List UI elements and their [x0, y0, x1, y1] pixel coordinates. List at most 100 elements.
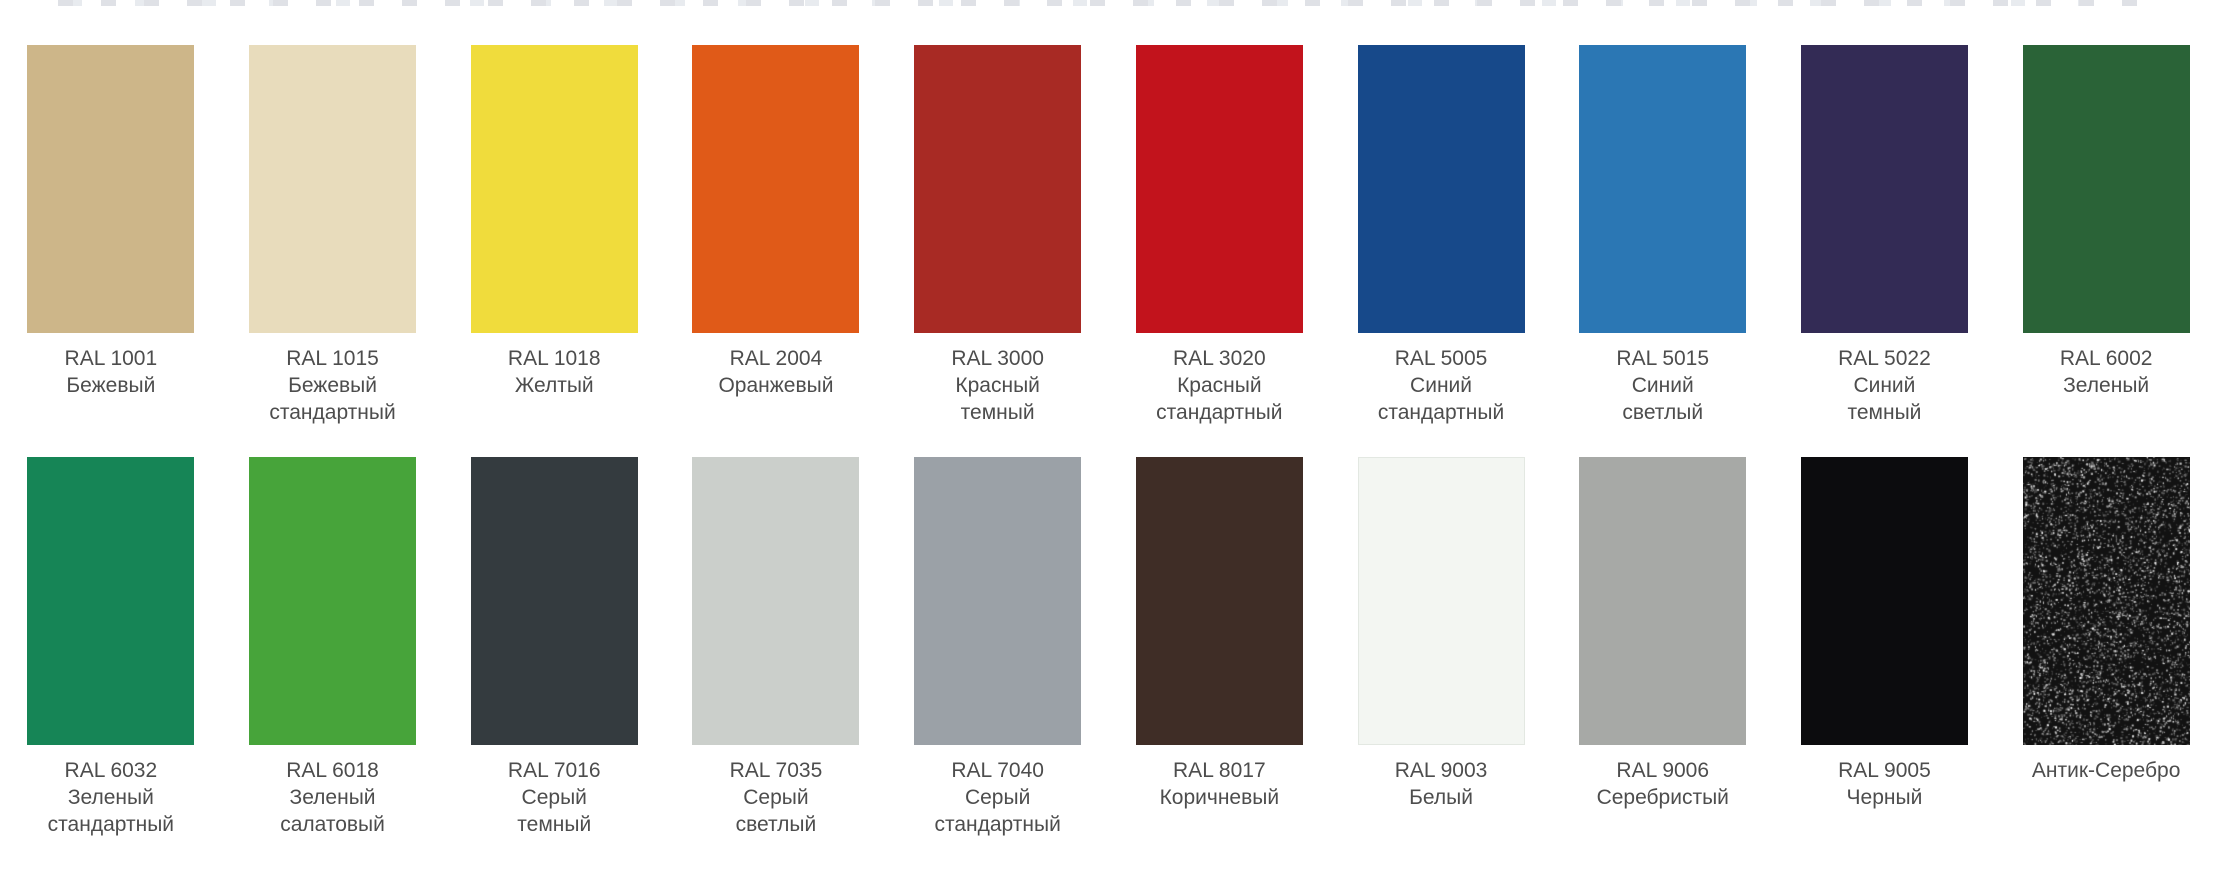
swatch-code: RAL 9003: [1395, 757, 1488, 784]
swatch-name: Бежевый: [66, 372, 155, 399]
swatch-code: RAL 3020: [1156, 345, 1282, 372]
swatch-label: RAL 7035 Серый светлый: [730, 757, 823, 869]
swatch-cell: RAL 9005 Черный: [1774, 457, 1996, 869]
swatch-code: RAL 3000: [951, 345, 1044, 372]
swatch-name: Белый: [1409, 784, 1473, 811]
color-swatch-antik-serebro[interactable]: [2023, 457, 2190, 745]
swatch-label: Антик-Серебро: [2032, 757, 2181, 869]
color-swatch-ral-9003[interactable]: [1358, 457, 1525, 745]
swatch-name: Серый светлый: [736, 784, 817, 838]
swatch-label: RAL 9005 Черный: [1838, 757, 1931, 869]
swatch-cell: RAL 5005 Синий стандартный: [1330, 45, 1552, 457]
swatch-label: RAL 7040 Серый стандартный: [934, 757, 1060, 869]
swatch-cell: RAL 3000 Красный темный: [887, 45, 1109, 457]
swatch-label: RAL 5015 Синий светлый: [1616, 345, 1709, 457]
swatch-cell: RAL 8017 Коричневый: [1108, 457, 1330, 869]
swatch-label: RAL 7016 Серый темный: [508, 757, 601, 869]
swatch-label: RAL 9003 Белый: [1395, 757, 1488, 869]
swatch-code: RAL 1015: [269, 345, 395, 372]
swatch-code: RAL 6018: [280, 757, 385, 784]
color-swatch-ral-3020[interactable]: [1136, 45, 1303, 333]
swatch-code: RAL 9005: [1838, 757, 1931, 784]
color-swatch-ral-8017[interactable]: [1136, 457, 1303, 745]
swatch-cell: RAL 6032 Зеленый стандартный: [0, 457, 222, 869]
swatch-label: RAL 1001 Бежевый: [65, 345, 158, 457]
color-swatch-ral-5015[interactable]: [1579, 45, 1746, 333]
swatch-cell: RAL 3020 Красный стандартный: [1108, 45, 1330, 457]
swatch-cell: RAL 1015 Бежевый стандартный: [222, 45, 444, 457]
swatch-code: RAL 2004: [718, 345, 833, 372]
swatch-code: RAL 5015: [1616, 345, 1709, 372]
swatch-label: RAL 9006 Серебристый: [1597, 757, 1729, 869]
swatch-name: Зеленый стандартный: [48, 784, 174, 838]
color-swatch-ral-6018[interactable]: [249, 457, 416, 745]
swatch-name: Зеленый: [2063, 372, 2149, 399]
swatch-code: RAL 6002: [2060, 345, 2153, 372]
swatch-name: Желтый: [515, 372, 594, 399]
swatch-name: Бежевый стандартный: [269, 372, 395, 426]
color-swatch-ral-7016[interactable]: [471, 457, 638, 745]
swatch-cell: RAL 9006 Серебристый: [1552, 457, 1774, 869]
swatch-cell: RAL 7040 Серый стандартный: [887, 457, 1109, 869]
swatch-cell: Антик-Серебро: [1995, 457, 2217, 869]
swatch-cell: RAL 6002 Зеленый: [1995, 45, 2217, 457]
color-swatch-ral-7035[interactable]: [692, 457, 859, 745]
cropped-text-remnant: [58, 0, 2143, 6]
swatch-cell: RAL 7035 Серый светлый: [665, 457, 887, 869]
speckle-texture: [2023, 457, 2190, 745]
swatch-code: RAL 9006: [1597, 757, 1729, 784]
color-swatch-ral-3000[interactable]: [914, 45, 1081, 333]
swatch-name: Черный: [1847, 784, 1923, 811]
swatch-label: RAL 3020 Красный стандартный: [1156, 345, 1282, 457]
color-swatch-ral-1015[interactable]: [249, 45, 416, 333]
swatch-cell: RAL 2004 Оранжевый: [665, 45, 887, 457]
swatch-cell: RAL 5022 Синий темный: [1774, 45, 1996, 457]
swatch-name: Серебристый: [1597, 784, 1729, 811]
swatch-name: Коричневый: [1160, 784, 1280, 811]
swatch-code: RAL 1001: [65, 345, 158, 372]
swatch-cell: RAL 6018 Зеленый салатовый: [222, 457, 444, 869]
color-swatch-ral-9005[interactable]: [1801, 457, 1968, 745]
swatch-label: RAL 8017 Коричневый: [1160, 757, 1280, 869]
swatch-name: Красный стандартный: [1156, 372, 1282, 426]
swatch-code: RAL 7035: [730, 757, 823, 784]
swatch-code: RAL 1018: [508, 345, 601, 372]
swatch-name: Синий стандартный: [1378, 372, 1504, 426]
swatch-code: RAL 5005: [1378, 345, 1504, 372]
swatch-cell: RAL 1001 Бежевый: [0, 45, 222, 457]
color-swatch-ral-2004[interactable]: [692, 45, 859, 333]
color-swatch-ral-9006[interactable]: [1579, 457, 1746, 745]
swatch-code: RAL 6032: [48, 757, 174, 784]
swatch-label: RAL 6002 Зеленый: [2060, 345, 2153, 457]
color-swatch-ral-7040[interactable]: [914, 457, 1081, 745]
swatch-cell: RAL 7016 Серый темный: [443, 457, 665, 869]
swatch-label: RAL 2004 Оранжевый: [718, 345, 833, 457]
color-swatch-ral-1018[interactable]: [471, 45, 638, 333]
swatch-cell: RAL 9003 Белый: [1330, 457, 1552, 869]
color-swatch-ral-5005[interactable]: [1358, 45, 1525, 333]
swatch-code: RAL 7016: [508, 757, 601, 784]
swatch-label: RAL 3000 Красный темный: [951, 345, 1044, 457]
swatch-label: RAL 5022 Синий темный: [1838, 345, 1931, 457]
swatch-name: Красный темный: [955, 372, 1040, 426]
swatch-name: Синий темный: [1847, 372, 1921, 426]
swatch-label: RAL 1018 Желтый: [508, 345, 601, 457]
swatch-name: Синий светлый: [1622, 372, 1703, 426]
swatch-cell: RAL 5015 Синий светлый: [1552, 45, 1774, 457]
color-swatch-ral-5022[interactable]: [1801, 45, 1968, 333]
color-swatch-ral-1001[interactable]: [27, 45, 194, 333]
swatch-name: Оранжевый: [718, 372, 833, 399]
color-swatch-ral-6002[interactable]: [2023, 45, 2190, 333]
swatch-code: Антик-Серебро: [2032, 757, 2181, 784]
swatch-label: RAL 6018 Зеленый салатовый: [280, 757, 385, 869]
color-swatch-ral-6032[interactable]: [27, 457, 194, 745]
swatch-label: RAL 6032 Зеленый стандартный: [48, 757, 174, 869]
swatch-code: RAL 7040: [934, 757, 1060, 784]
swatch-label: RAL 1015 Бежевый стандартный: [269, 345, 395, 457]
swatch-name: Серый стандартный: [934, 784, 1060, 838]
swatch-code: RAL 5022: [1838, 345, 1931, 372]
swatch-cell: RAL 1018 Желтый: [443, 45, 665, 457]
swatch-code: RAL 8017: [1160, 757, 1280, 784]
swatch-name: Серый темный: [517, 784, 591, 838]
swatch-label: RAL 5005 Синий стандартный: [1378, 345, 1504, 457]
